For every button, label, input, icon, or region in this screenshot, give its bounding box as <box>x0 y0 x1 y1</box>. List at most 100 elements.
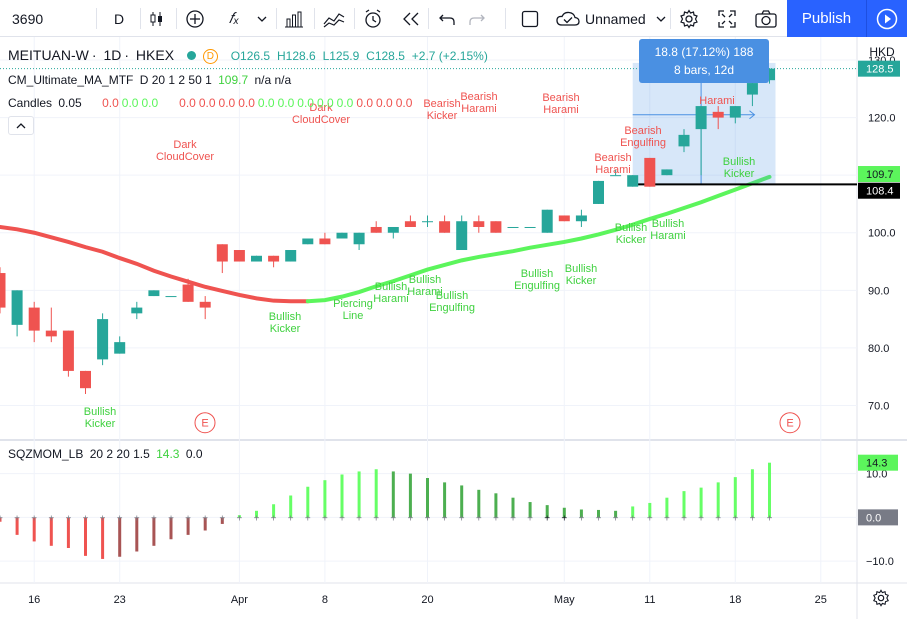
chevron-down-icon <box>656 16 666 22</box>
candle-body <box>97 319 109 360</box>
squeeze-dot: + <box>613 513 619 524</box>
camera-icon[interactable] <box>752 0 780 37</box>
candle-body <box>353 232 365 245</box>
candle-body <box>131 307 143 314</box>
collapse-legend-button[interactable] <box>8 116 34 135</box>
currency-label[interactable]: HKD <box>869 45 895 59</box>
momentum-bar <box>289 495 293 518</box>
momentum-bar <box>733 477 737 518</box>
squeeze-dot: + <box>14 513 20 524</box>
layout-name: Unnamed <box>585 10 646 27</box>
compare-icon[interactable] <box>320 0 348 37</box>
squeeze-dot: + <box>100 513 106 524</box>
candle-body <box>712 111 724 118</box>
squeeze-dot: + <box>356 513 362 524</box>
squeeze-dot: + <box>31 513 37 524</box>
legend-exchange: HKEX <box>135 47 175 63</box>
redo-icon[interactable] <box>464 0 490 37</box>
symbol-search[interactable]: 3690 <box>4 0 64 37</box>
momentum-bar <box>750 469 754 518</box>
candle-style-icon[interactable] <box>144 0 170 37</box>
momentum-bar <box>699 487 703 518</box>
top-toolbar: 3690 D 𝑓ₓ Unnamed <box>0 0 907 37</box>
symbol-label: 3690 <box>12 10 44 27</box>
momentum-bar <box>323 480 327 518</box>
chart-canvas[interactable]: + + + + + + + + + + + + + + + + + + + + + + + + + + + + + + + + + + + + + + + +… <box>0 37 907 619</box>
momentum-bar <box>614 510 618 518</box>
indicator2-value: 0.0 <box>277 96 295 110</box>
squeeze-dot: + <box>65 513 71 524</box>
fullscreen-icon[interactable] <box>714 0 740 37</box>
momentum-bar <box>306 486 310 518</box>
bullish-pattern-label: Bullish <box>375 281 407 293</box>
candle-body <box>336 232 348 239</box>
squeeze-dot: + <box>254 513 260 524</box>
add-indicator-icon[interactable] <box>182 0 208 37</box>
earnings-event-label: E <box>201 418 208 430</box>
bearish-pattern-label: Harami <box>461 103 496 115</box>
indicators-fx-icon[interactable]: 𝑓ₓ <box>228 10 240 27</box>
momentum-bar <box>152 517 156 546</box>
indicator2-value: 0.0 <box>316 96 334 110</box>
momentum-bar <box>579 509 583 518</box>
legend-symbol: MEITUAN-W <box>8 47 89 63</box>
candle-body <box>28 307 40 331</box>
play-icon <box>876 8 898 30</box>
time-tick-label: 16 <box>28 594 40 606</box>
squeeze-dot: + <box>117 513 123 524</box>
time-tick-label: May <box>554 594 575 606</box>
squeeze-dot: + <box>48 513 54 524</box>
legend-low: L125.9 <box>322 49 360 63</box>
bullish-pattern-label: Kicker <box>270 323 301 335</box>
indicator2-value: 0.0 <box>238 96 255 110</box>
measure-tooltip: 18.8 (17.12%) 188 8 bars, 12d <box>639 39 769 83</box>
squeeze-dot: + <box>459 513 465 524</box>
squeeze-dot: + <box>578 513 584 524</box>
indicator2-value: 0.0 <box>141 96 159 110</box>
bullish-pattern-label: Bullish <box>409 274 441 286</box>
indicator1-value: 109.7 <box>218 73 249 87</box>
indicator2-value: 0.0 <box>376 96 393 110</box>
earnings-event-marker <box>194 412 216 434</box>
candle-body <box>507 226 519 228</box>
bearish-pattern-label: Bearish <box>542 92 579 104</box>
financials-icon[interactable] <box>280 0 308 37</box>
publish-button[interactable]: Publish <box>787 0 866 37</box>
chevron-down-icon[interactable] <box>252 0 272 37</box>
play-button[interactable] <box>866 0 907 37</box>
indicator2-legend[interactable]: Candles 0.05 0.0 0.0 0.0 0.0 0.0 0.0 0.0 0.0 0.0… <box>8 96 418 110</box>
indicator2-value: 0.0 <box>395 96 413 110</box>
squeeze-dot: + <box>767 513 773 524</box>
settings-gear-icon[interactable] <box>676 0 702 37</box>
legend-dot-icon <box>186 51 196 60</box>
layout-save-button[interactable]: Unnamed <box>556 0 668 37</box>
momentum-bar <box>220 517 224 524</box>
interval-button[interactable]: D <box>104 0 134 37</box>
squeeze-legend[interactable]: SQZMOM_LB 20 2 20 1.5 14.3 0.0 <box>8 447 206 461</box>
momentum-bar <box>562 507 566 518</box>
bearish-pattern-label: Harami <box>595 164 630 176</box>
measure-line1: 18.8 (17.12%) 188 <box>654 45 754 59</box>
replay-icon[interactable] <box>398 0 424 37</box>
momentum-bar <box>84 517 87 556</box>
bearish-pattern-label: Dark <box>309 102 333 114</box>
candle-body <box>285 250 297 262</box>
bearish-pattern-label: Dark <box>173 139 197 151</box>
squeeze-dot: + <box>493 513 499 524</box>
time-tick-label: Apr <box>231 594 248 606</box>
chart-area[interactable]: + + + + + + + + + + + + + + + + + + + + + + + + + + + + + + + + + + + + + + + +… <box>0 37 907 619</box>
momentum-bar <box>374 469 378 518</box>
price-tick-label: 70.0 <box>868 400 889 412</box>
momentum-bar <box>272 504 276 518</box>
indicator1-legend[interactable]: CM_Ultimate_MA_MTF D 20 1 2 50 1 109.7 n… <box>8 73 294 87</box>
bearish-pattern-label: Bearish <box>624 125 661 137</box>
hline-value-label-tag <box>858 182 900 199</box>
last-price-label-tag <box>858 60 900 77</box>
axis-settings-gear-icon[interactable] <box>872 589 892 609</box>
undo-icon[interactable] <box>434 0 460 37</box>
bullish-pattern-label: Engulfing <box>514 280 560 292</box>
fullscreen-layout-icon[interactable] <box>518 0 542 37</box>
bullish-pattern-label: Harami <box>373 293 408 305</box>
momentum-bar <box>66 517 70 548</box>
alert-clock-icon[interactable] <box>358 0 388 37</box>
